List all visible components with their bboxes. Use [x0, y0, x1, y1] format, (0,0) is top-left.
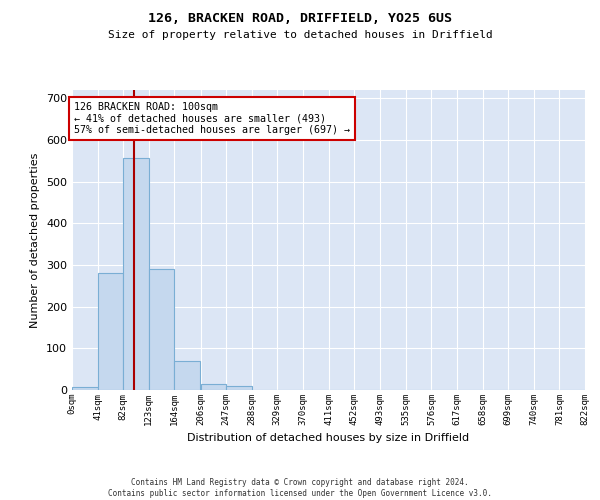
Text: Contains HM Land Registry data © Crown copyright and database right 2024.
Contai: Contains HM Land Registry data © Crown c… [108, 478, 492, 498]
Bar [149, 269, 175, 390]
Bar [123, 158, 149, 390]
Bar [72, 386, 98, 390]
Text: Size of property relative to detached houses in Driffield: Size of property relative to detached ho… [107, 30, 493, 40]
Bar [175, 361, 200, 390]
Bar [226, 386, 252, 390]
Y-axis label: Number of detached properties: Number of detached properties [31, 152, 40, 328]
Bar [200, 384, 226, 390]
Text: 126, BRACKEN ROAD, DRIFFIELD, YO25 6US: 126, BRACKEN ROAD, DRIFFIELD, YO25 6US [148, 12, 452, 26]
Bar [98, 274, 123, 390]
X-axis label: Distribution of detached houses by size in Driffield: Distribution of detached houses by size … [187, 434, 470, 444]
Text: 126 BRACKEN ROAD: 100sqm
← 41% of detached houses are smaller (493)
57% of semi-: 126 BRACKEN ROAD: 100sqm ← 41% of detach… [74, 102, 350, 135]
